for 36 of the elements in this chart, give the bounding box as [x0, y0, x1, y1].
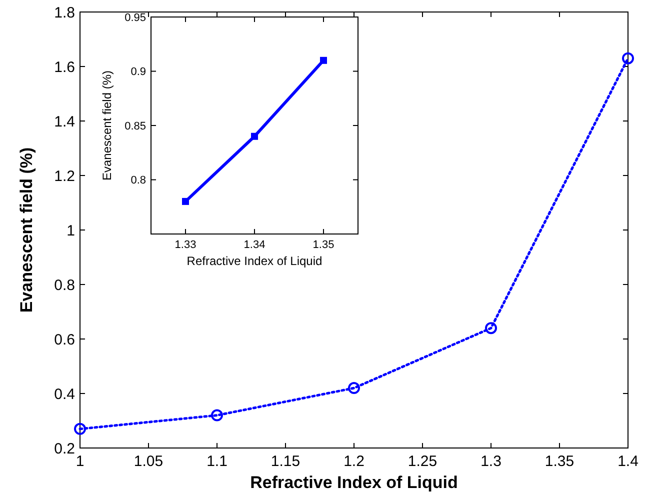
y-axis-title: Evanescent field (%): [100, 70, 114, 181]
point: [251, 132, 258, 140]
x-tick-label: 1.35: [544, 453, 574, 470]
y-tick-label: 1.8: [54, 4, 75, 22]
y-tick-label: 0.85: [124, 120, 146, 132]
y-tick-label: 0.2: [54, 440, 75, 458]
x-tick-label: 1.3: [480, 453, 502, 470]
point: [348, 382, 360, 394]
y-tick-label: 0.6: [54, 331, 75, 348]
point: [74, 422, 86, 435]
x-tick-label: 1.4: [618, 453, 638, 470]
x-tick-label: 1.35: [312, 239, 334, 251]
y-tick-label: 0.9: [130, 66, 146, 78]
y-tick-label: 0.8: [130, 174, 146, 187]
x-tick-label: 1.15: [270, 453, 300, 470]
x-tick-label: 1.1: [206, 453, 228, 470]
point: [182, 198, 189, 205]
y-tick-label: 0.4: [54, 386, 75, 403]
y-tick-label: 1.6: [54, 58, 75, 76]
y-tick-label: 1.4: [54, 113, 75, 130]
point: [622, 52, 634, 64]
point: [211, 409, 223, 422]
x-tick-label: 1.25: [408, 453, 438, 470]
x-axis-title: Refractive Index of Liquid: [250, 473, 458, 492]
point: [320, 56, 327, 64]
x-tick-label: 1.34: [244, 239, 266, 251]
y-tick-label: 0.8: [54, 276, 75, 294]
x-tick-label: 1.05: [134, 453, 164, 470]
point: [485, 322, 497, 334]
y-tick-label: 0.95: [124, 12, 146, 24]
x-tick-label: 1.33: [174, 239, 196, 251]
y-axis-title: Evanescent field (%): [17, 147, 36, 313]
y-tick-label: 1.2: [54, 168, 75, 185]
x-axis-title: Refractive Index of Liquid: [186, 254, 322, 268]
y-tick-label: 1: [66, 222, 75, 240]
x-tick-label: 1.2: [344, 453, 364, 470]
